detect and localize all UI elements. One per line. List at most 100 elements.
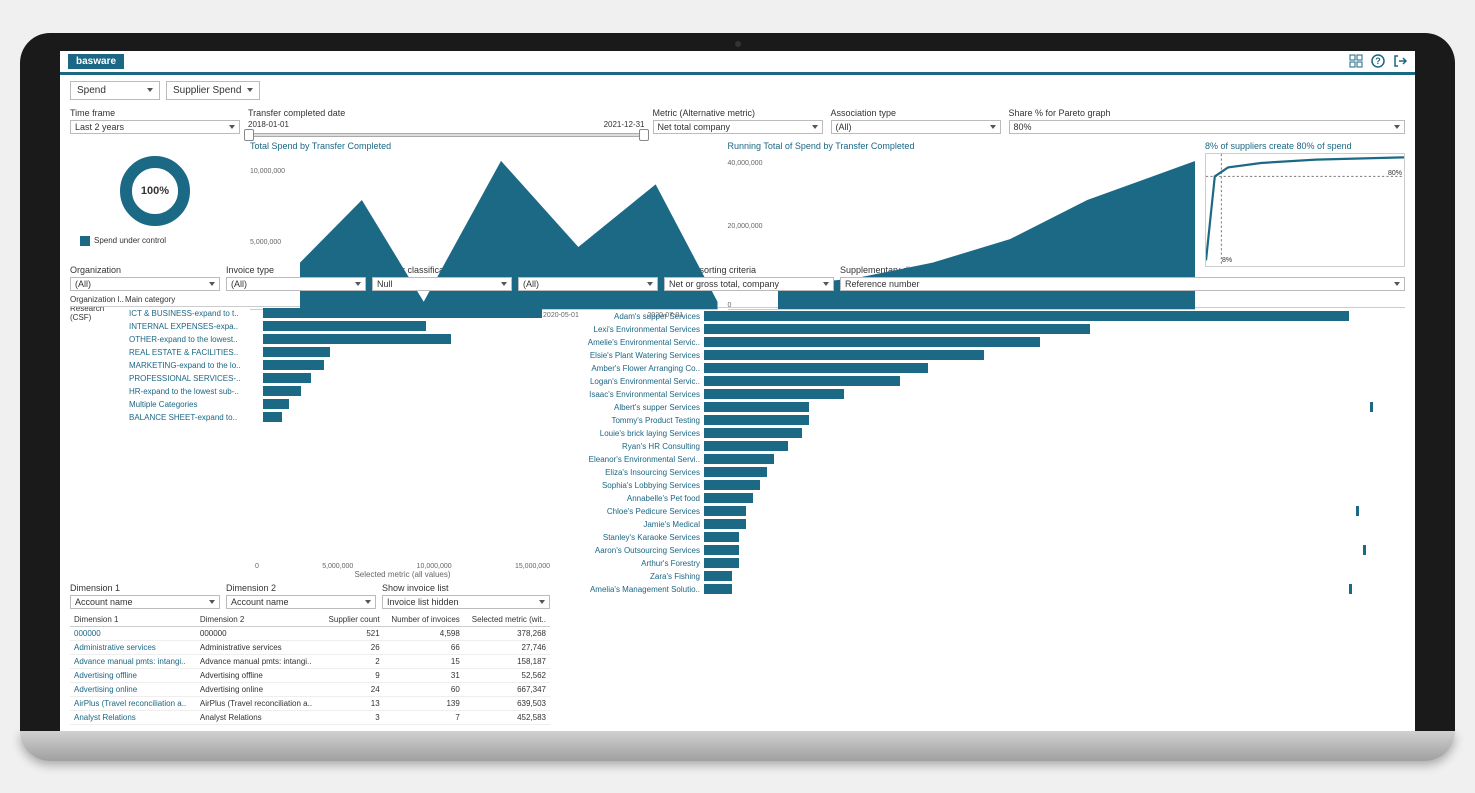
td-d1: Analyst Relations: [70, 710, 196, 724]
category-bar-row[interactable]: PROFESSIONAL SERVICES-..: [70, 372, 550, 385]
brand-logo: basware: [68, 54, 124, 69]
date-slider[interactable]: [248, 133, 645, 137]
table-row[interactable]: Administrative servicesAdministrative se…: [70, 640, 550, 654]
y-tick: 40,000,000: [728, 160, 763, 167]
supplier-bar-row[interactable]: Stanley's Karaoke Services: [560, 531, 1405, 544]
supplier-bar-row[interactable]: Eliza's Insourcing Services: [560, 466, 1405, 479]
dimension2-select[interactable]: Account name: [226, 595, 376, 609]
bar-fill: [704, 467, 767, 477]
bar-track: [704, 571, 1405, 581]
category-bar-row[interactable]: OTHER-expand to the lowest..: [70, 333, 550, 346]
table-row[interactable]: Advertising onlineAdvertising online2460…: [70, 682, 550, 696]
supplier-bar-list: Adam's supper Services Lexi's Environment…: [560, 310, 1405, 725]
sort-criteria-select[interactable]: Net or gross total, company: [664, 277, 834, 291]
bar-fill: [704, 493, 753, 503]
td-sc: 2: [322, 654, 384, 668]
organization-select[interactable]: (All): [70, 277, 220, 291]
table-row[interactable]: 0000000000005214,598378,268: [70, 626, 550, 640]
invoice-type-select[interactable]: (All): [226, 277, 366, 291]
category-bar-row[interactable]: MARKETING-expand to the lo..: [70, 359, 550, 372]
supplier-bar-row[interactable]: Chloe's Pedicure Services: [560, 505, 1405, 518]
supp-dimension-select[interactable]: Reference number: [840, 277, 1405, 291]
association-select[interactable]: (All): [831, 120, 1001, 134]
bar-fill: [704, 480, 760, 490]
supplier-bar-row[interactable]: Lexi's Environmental Services: [560, 323, 1405, 336]
supplier-bar-row[interactable]: Amelia's Management Solutio..: [560, 583, 1405, 596]
org-cell: Research (CSF): [70, 307, 125, 323]
x-tick: 10,000,000: [417, 563, 452, 570]
supplier-bar-row[interactable]: Zara's Fishing: [560, 570, 1405, 583]
bar-track: [704, 454, 1405, 464]
supplier-label: Arthur's Forestry: [560, 559, 700, 568]
supplier-bar-row[interactable]: Amelie's Environmental Servic..: [560, 336, 1405, 349]
table-row[interactable]: Advance manual pmts: intangi..Advance ma…: [70, 654, 550, 668]
supplier-bar-row[interactable]: Logan's Environmental Servic..: [560, 375, 1405, 388]
category-label: PROFESSIONAL SERVICES-..: [129, 374, 259, 383]
donut-chart: 100%: [120, 156, 190, 226]
supplier-bar-row[interactable]: Isaac's Environmental Services: [560, 388, 1405, 401]
supplier-bar-row[interactable]: Adam's supper Services: [560, 310, 1405, 323]
td-ni: 139: [384, 696, 464, 710]
supplier-bar-row[interactable]: Amber's Flower Arranging Co..: [560, 362, 1405, 375]
supplier-bar-row[interactable]: Annabelle's Pet food: [560, 492, 1405, 505]
td-d1: 000000: [70, 626, 196, 640]
category-label: MARKETING-expand to the lo..: [129, 361, 259, 370]
supplier-bar-row[interactable]: Elsie's Plant Watering Services: [560, 349, 1405, 362]
bar-marker: [1356, 506, 1359, 516]
th-d2: Dimension 2: [196, 613, 322, 627]
grid-icon[interactable]: [1349, 54, 1363, 68]
supplier-bar-row[interactable]: Sophia's Lobbying Services: [560, 479, 1405, 492]
supplier-class-select[interactable]: Null: [372, 277, 512, 291]
td-sm: 158,187: [464, 654, 550, 668]
cat-x-axis: 0 5,000,000 10,000,000 15,000,000: [70, 563, 550, 570]
category-bar-row[interactable]: REAL ESTATE & FACILITIES..: [70, 346, 550, 359]
table-row[interactable]: Advertising offlineAdvertising offline93…: [70, 668, 550, 682]
td-d2: Analyst Relations: [196, 710, 322, 724]
bar-track: [704, 493, 1405, 503]
category-bar-row[interactable]: HR-expand to the lowest sub-..: [70, 385, 550, 398]
nav-row: Spend Supplier Spend: [70, 81, 1405, 100]
bar-fill: [263, 321, 426, 331]
show-invoice-select[interactable]: Invoice list hidden: [382, 595, 550, 609]
x-tick: 5,000,000: [322, 563, 353, 570]
supplier-label: Adam's supper Services: [560, 312, 700, 321]
category-bar-row[interactable]: Research (CSF)ICT & BUSINESS-expand to t…: [70, 307, 550, 320]
nav-spend-select[interactable]: Spend: [70, 81, 160, 100]
filter-transfer-date: Transfer completed date 2018-01-01 2021-…: [248, 108, 645, 137]
bar-fill: [704, 506, 746, 516]
pareto-select[interactable]: 80%: [1009, 120, 1406, 134]
metric-select[interactable]: Net total company: [653, 120, 823, 134]
slider-handle-right[interactable]: [639, 129, 649, 141]
bar-fill: [704, 532, 739, 542]
supplier-bar-row[interactable]: Aaron's Outsourcing Services: [560, 544, 1405, 557]
logout-icon[interactable]: [1393, 54, 1407, 68]
category-bar-row[interactable]: INTERNAL EXPENSES-expa..: [70, 320, 550, 333]
bar-track: [263, 373, 550, 383]
supplier-name-select[interactable]: (All): [518, 277, 658, 291]
bar-track: [704, 584, 1405, 594]
category-bar-row[interactable]: Multiple Categories: [70, 398, 550, 411]
supplier-bar-row[interactable]: Ryan's HR Consulting: [560, 440, 1405, 453]
filter-time-frame: Time frame Last 2 years: [70, 108, 240, 137]
bar-track: [263, 399, 550, 409]
dimension1-select[interactable]: Account name: [70, 595, 220, 609]
bar-fill: [704, 584, 732, 594]
supplier-label: Eliza's Insourcing Services: [560, 468, 700, 477]
category-bar-list: Research (CSF)ICT & BUSINESS-expand to t…: [70, 307, 550, 563]
supplier-bar-row[interactable]: Eleanor's Environmental Servi..: [560, 453, 1405, 466]
category-bar-row[interactable]: BALANCE SHEET-expand to..: [70, 411, 550, 424]
table-row[interactable]: AirPlus (Travel reconciliation a..AirPlu…: [70, 696, 550, 710]
supplier-bar-row[interactable]: Arthur's Forestry: [560, 557, 1405, 570]
supplier-bar-row[interactable]: Louie's brick laying Services: [560, 427, 1405, 440]
filter-pareto: Share % for Pareto graph 80%: [1009, 108, 1406, 137]
supplier-bar-row[interactable]: Tommy's Product Testing: [560, 414, 1405, 427]
slider-handle-left[interactable]: [244, 129, 254, 141]
x-tick: 15,000,000: [515, 563, 550, 570]
help-icon[interactable]: ?: [1371, 54, 1385, 68]
supplier-bar-row[interactable]: Jamie's Medical: [560, 518, 1405, 531]
chart-body: 80% 8%: [1205, 153, 1405, 267]
table-row[interactable]: Analyst RelationsAnalyst Relations37452,…: [70, 710, 550, 724]
nav-supplier-spend-select[interactable]: Supplier Spend: [166, 81, 260, 100]
supplier-bar-row[interactable]: Albert's supper Services: [560, 401, 1405, 414]
time-frame-select[interactable]: Last 2 years: [70, 120, 240, 134]
